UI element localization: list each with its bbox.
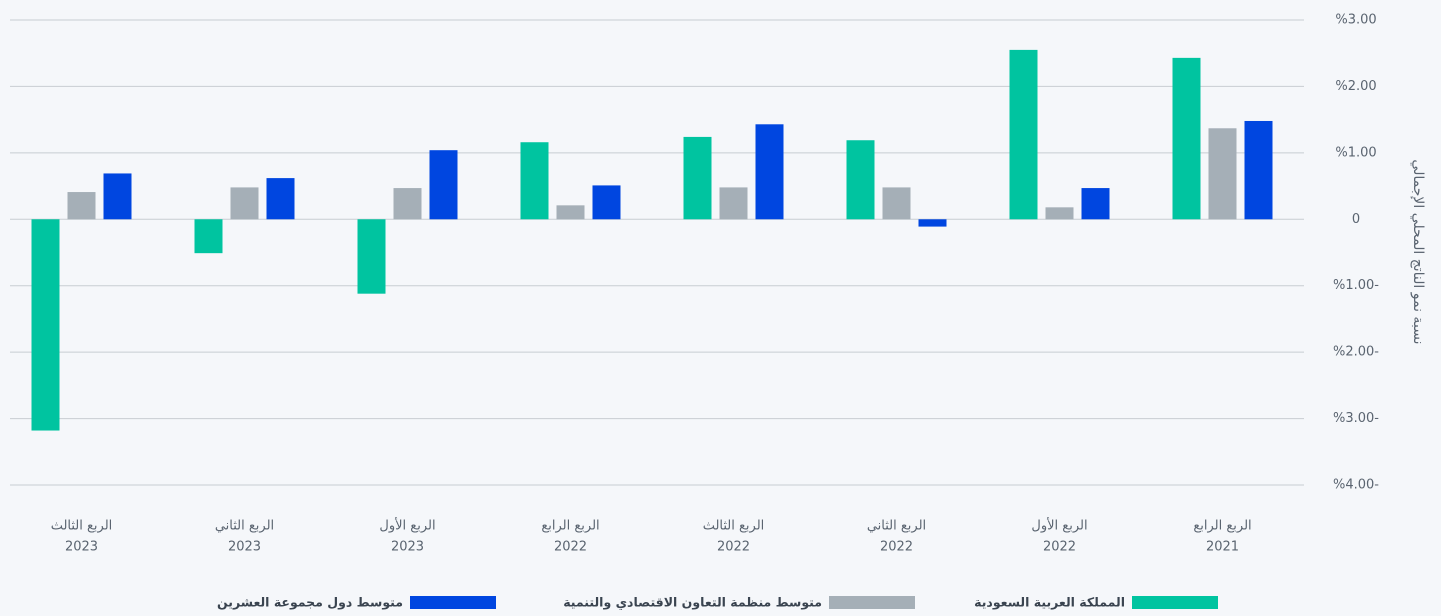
bar <box>882 187 911 220</box>
bar <box>1009 49 1038 220</box>
y-tick-label: %2.00 <box>1335 79 1376 94</box>
y-axis-title: نسبة نمو الناتج المحلي الإجمالي <box>1410 159 1426 344</box>
x-tick-label: 2023 <box>391 540 424 555</box>
y-tick-label: %4.00- <box>1333 478 1379 493</box>
bar <box>755 124 784 220</box>
bar <box>194 219 223 254</box>
x-tick-label: الربع الرابع <box>1193 519 1251 534</box>
legend-label: متوسط دول مجموعة العشرين <box>217 595 403 610</box>
legend-swatch <box>1132 596 1218 609</box>
bar <box>393 188 422 220</box>
bar <box>1045 207 1074 220</box>
bar <box>67 192 96 220</box>
bar <box>357 219 386 294</box>
x-tick-label: 2021 <box>1206 540 1239 555</box>
bar <box>520 142 549 220</box>
legend-swatch <box>829 596 915 609</box>
x-tick-label: 2023 <box>228 540 261 555</box>
x-tick-label: الربع الأول <box>379 517 435 534</box>
bar <box>103 173 132 220</box>
bar <box>918 219 947 227</box>
y-tick-label: 0 <box>1352 212 1360 227</box>
x-tick-label: الربع الثاني <box>215 519 274 534</box>
x-tick-label: الربع الثالث <box>51 519 113 534</box>
bar <box>719 187 748 220</box>
bar <box>592 185 621 220</box>
x-tick-label: 2022 <box>880 540 913 555</box>
x-tick-label: 2022 <box>554 540 587 555</box>
y-tick-label: %3.00 <box>1335 13 1376 28</box>
bar <box>429 150 458 220</box>
y-tick-label: %1.00- <box>1333 278 1379 293</box>
x-tick-label: الربع الثاني <box>867 519 926 534</box>
x-tick-label: الربع الثالث <box>703 519 765 534</box>
bar <box>1172 57 1201 220</box>
bar <box>31 219 60 431</box>
bar <box>1081 188 1110 220</box>
bar <box>683 136 712 220</box>
legend-label: المملكة العربية السعودية <box>974 595 1125 610</box>
y-tick-label: %1.00 <box>1335 145 1376 160</box>
bar <box>1208 128 1237 220</box>
bar <box>846 140 875 220</box>
x-tick-label: 2022 <box>717 540 750 555</box>
x-tick-label: 2023 <box>65 540 98 555</box>
y-tick-label: %3.00- <box>1333 411 1379 426</box>
x-tick-label: 2022 <box>1043 540 1076 555</box>
bar <box>1244 120 1273 220</box>
y-tick-label: %2.00- <box>1333 345 1379 360</box>
x-tick-label: الربع الرابع <box>541 519 599 534</box>
x-tick-label: الربع الأول <box>1031 517 1087 534</box>
legend-label: متوسط منظمة التعاون الاقتصادي والتنمية <box>563 595 822 610</box>
bar <box>266 178 295 220</box>
bar <box>556 205 585 220</box>
bar <box>230 187 259 220</box>
legend-swatch <box>410 596 496 609</box>
